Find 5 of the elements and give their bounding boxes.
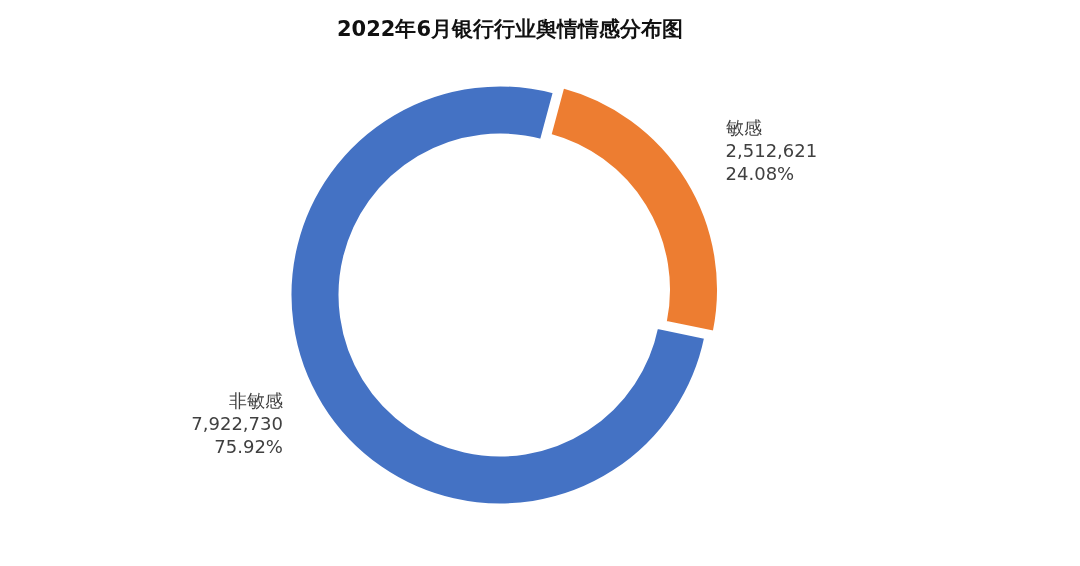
data-label: 7,922,730 75.92%: [191, 412, 283, 457]
slice-label: 非敏感: [228, 389, 283, 411]
data-label: 2,512,621 24.08%: [725, 139, 818, 184]
chart-title: 2022年6月银行行业舆情情感分布图: [336, 17, 684, 41]
slice-label: 敏感: [725, 116, 762, 138]
